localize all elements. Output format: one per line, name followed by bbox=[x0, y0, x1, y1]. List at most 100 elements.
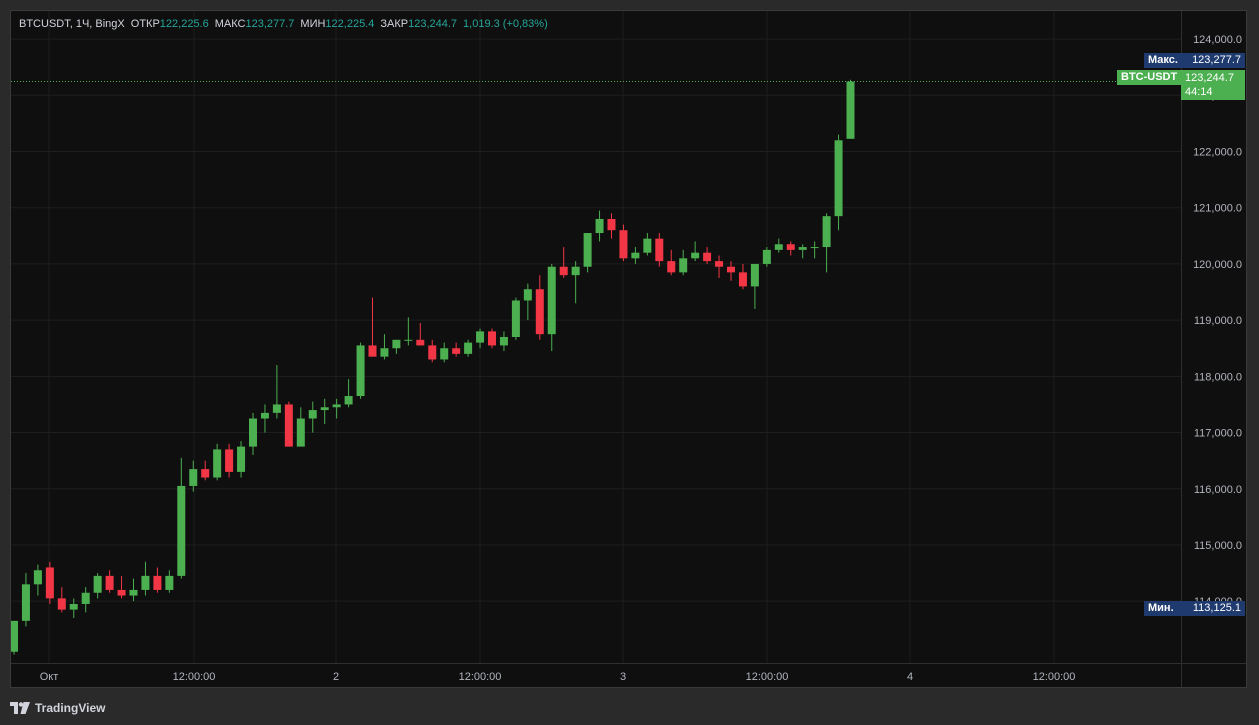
candle-up[interactable] bbox=[380, 348, 389, 357]
candle-up[interactable] bbox=[464, 342, 473, 354]
symbol-tag: BTC-USDT bbox=[1117, 70, 1181, 85]
legend-symbol: BTCUSDT, 1Ч, BingX bbox=[19, 18, 125, 30]
candle-up[interactable] bbox=[404, 339, 413, 341]
candle-up[interactable] bbox=[249, 418, 257, 447]
x-tick-label: 4 bbox=[907, 671, 913, 683]
candle-down[interactable] bbox=[428, 345, 437, 360]
candle-down[interactable] bbox=[715, 261, 724, 267]
candle-up[interactable] bbox=[846, 81, 855, 139]
candle-down[interactable] bbox=[738, 272, 747, 287]
candle-up[interactable] bbox=[595, 218, 604, 234]
candle-down[interactable] bbox=[117, 589, 126, 596]
x-tick-label: 2 bbox=[333, 671, 339, 683]
candle-down[interactable] bbox=[57, 598, 66, 610]
candle-up[interactable] bbox=[69, 603, 78, 610]
ohlc-legend: BTCUSDT, 1Ч, BingX ОТКР 122,225.6 МАКС 1… bbox=[19, 18, 548, 30]
tradingview-logo[interactable]: TradingView bbox=[10, 701, 105, 715]
x-tick-label: 12:00:00 bbox=[459, 671, 502, 683]
candle-up[interactable] bbox=[237, 446, 246, 472]
candle-up[interactable] bbox=[165, 575, 174, 590]
candle-up[interactable] bbox=[822, 216, 831, 248]
candle-up[interactable] bbox=[476, 331, 485, 343]
y-tick-label: 122,000.0 bbox=[1193, 147, 1242, 159]
candle-up[interactable] bbox=[798, 247, 807, 250]
candle-up[interactable] bbox=[691, 252, 700, 259]
candle-down[interactable] bbox=[225, 449, 234, 472]
max-value: 123,277.7 bbox=[1192, 54, 1241, 66]
candle-up[interactable] bbox=[583, 233, 592, 267]
candle-up[interactable] bbox=[320, 407, 329, 411]
candle-down[interactable] bbox=[488, 331, 496, 346]
tradingview-logo-icon bbox=[10, 701, 30, 714]
candle-up[interactable] bbox=[296, 418, 305, 447]
candle-up[interactable] bbox=[21, 584, 30, 621]
candle-up[interactable] bbox=[332, 404, 341, 408]
candle-down[interactable] bbox=[452, 348, 461, 354]
candle-down[interactable] bbox=[619, 230, 628, 259]
candle-down[interactable] bbox=[727, 266, 735, 273]
candle-up[interactable] bbox=[750, 263, 759, 287]
candle-down[interactable] bbox=[667, 261, 676, 273]
min-value: 113,125.1 bbox=[1192, 602, 1241, 614]
y-tick-label: 118,000.0 bbox=[1194, 371, 1242, 383]
candle-up[interactable] bbox=[260, 412, 269, 419]
y-tick-label: 119,000.0 bbox=[1194, 315, 1242, 327]
y-tick-label: 116,000.0 bbox=[1194, 484, 1242, 496]
candle-up[interactable] bbox=[547, 266, 556, 335]
candle-up[interactable] bbox=[571, 266, 580, 276]
candle-up[interactable] bbox=[762, 249, 771, 264]
candle-up[interactable] bbox=[129, 589, 138, 596]
candle-up[interactable] bbox=[11, 620, 18, 652]
candle-up[interactable] bbox=[631, 252, 640, 259]
candle-down[interactable] bbox=[786, 244, 795, 250]
candle-down[interactable] bbox=[535, 289, 544, 335]
candle-up[interactable] bbox=[189, 469, 198, 486]
candle-down[interactable] bbox=[703, 252, 712, 262]
candle-up[interactable] bbox=[81, 592, 90, 604]
candle-up[interactable] bbox=[523, 289, 532, 301]
chart-frame[interactable]: 114,000.0115,000.0116,000.0117,000.0118,… bbox=[10, 10, 1247, 688]
candle-down[interactable] bbox=[607, 218, 616, 231]
candle-down[interactable] bbox=[559, 266, 568, 276]
legend-close-value: 123,244.7 bbox=[408, 18, 458, 30]
candle-down[interactable] bbox=[201, 469, 210, 478]
candle-up[interactable] bbox=[213, 449, 222, 478]
candle-down[interactable] bbox=[416, 339, 425, 346]
candle-down[interactable] bbox=[655, 238, 664, 262]
y-tick-label: 124,000.0 bbox=[1193, 34, 1242, 46]
max-price-tag: Макс. 123,277.7 bbox=[1144, 53, 1245, 68]
candle-up[interactable] bbox=[643, 238, 652, 253]
legend-high-label: МАКС bbox=[214, 18, 246, 30]
y-tick-label: 120,000.0 bbox=[1193, 259, 1242, 271]
legend-open-label: ОТКР bbox=[130, 18, 160, 30]
candle-up[interactable] bbox=[272, 404, 281, 413]
candle-down[interactable] bbox=[368, 345, 377, 357]
legend-low-label: МИН bbox=[300, 18, 326, 30]
candle-up[interactable] bbox=[440, 348, 449, 360]
candle-up[interactable] bbox=[810, 247, 819, 249]
candle-down[interactable] bbox=[153, 575, 162, 590]
legend-low-value: 122,225.4 bbox=[325, 18, 375, 30]
candle-up[interactable] bbox=[308, 410, 317, 419]
candle-up[interactable] bbox=[344, 396, 353, 405]
candle-up[interactable] bbox=[511, 300, 520, 337]
legend-close-label: ЗАКР bbox=[380, 18, 409, 30]
candlestick-chart[interactable]: 114,000.0115,000.0116,000.0117,000.0118,… bbox=[11, 11, 1247, 688]
candle-down[interactable] bbox=[105, 575, 114, 590]
candle-up[interactable] bbox=[499, 337, 508, 346]
candle-up[interactable] bbox=[141, 575, 150, 590]
candle-up[interactable] bbox=[33, 570, 42, 585]
legend-change: 1,019.3 (+0,83%) bbox=[463, 18, 548, 30]
candle-up[interactable] bbox=[93, 575, 102, 593]
candle-up[interactable] bbox=[679, 258, 688, 273]
candle-down[interactable] bbox=[284, 404, 293, 447]
candle-up[interactable] bbox=[356, 345, 365, 397]
y-tick-label: 121,000.0 bbox=[1193, 203, 1242, 215]
candle-down[interactable] bbox=[45, 567, 54, 599]
candle-up[interactable] bbox=[774, 244, 783, 250]
x-tick-label: Окт bbox=[40, 671, 59, 683]
symbol-label: BTC-USDT bbox=[1121, 71, 1178, 83]
candle-up[interactable] bbox=[834, 140, 843, 217]
candle-up[interactable] bbox=[177, 485, 186, 576]
candle-up[interactable] bbox=[392, 339, 401, 349]
